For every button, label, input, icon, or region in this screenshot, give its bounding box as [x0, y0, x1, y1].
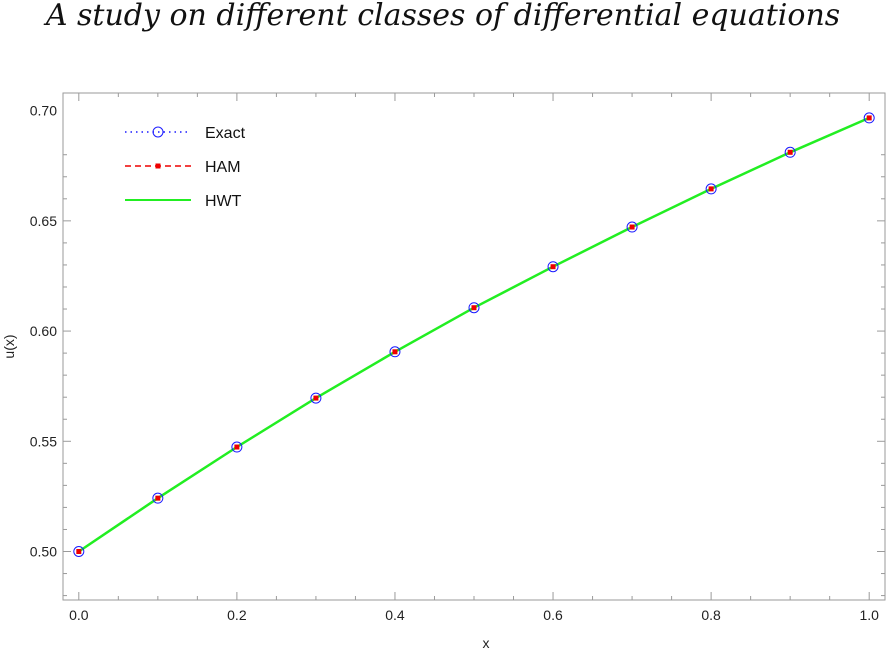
exact-point	[310, 392, 322, 404]
ham-point	[392, 349, 398, 355]
exact-point	[626, 221, 638, 233]
exact-point	[547, 261, 559, 273]
series-layer	[73, 112, 875, 558]
y-tick-label: 0.55	[30, 433, 57, 449]
exact-point	[784, 146, 796, 158]
x-axis-label: x	[483, 635, 490, 651]
legend-ham-marker	[155, 163, 161, 169]
exact-point	[389, 346, 401, 358]
x-axis-tick-labels: 0.0 0.2 0.4 0.6 0.8 1.0	[69, 607, 879, 623]
series-exact-line	[78, 117, 870, 553]
y-axis-tick-labels: 0.50 0.55 0.60 0.65 0.70	[30, 103, 57, 560]
exact-point	[468, 302, 480, 314]
x-tick-label: 0.2	[227, 607, 247, 623]
exact-point	[705, 183, 717, 195]
y-tick-label: 0.70	[30, 103, 57, 119]
ham-point	[550, 264, 556, 270]
legend-label-ham: HAM	[205, 159, 241, 176]
x-tick-label: 0.0	[69, 607, 89, 623]
legend-exact-marker	[152, 126, 164, 138]
ham-point	[787, 149, 793, 155]
y-tick-label: 0.60	[30, 323, 57, 339]
ham-point	[313, 395, 319, 401]
legend: Exact HAM HWT	[125, 125, 246, 210]
exact-point	[863, 112, 875, 124]
y-axis-ticks	[63, 154, 885, 597]
ham-point	[471, 305, 477, 311]
ham-point	[234, 444, 240, 450]
legend-label-hwt: HWT	[205, 193, 242, 210]
x-tick-label: 0.4	[385, 607, 405, 623]
exact-point	[152, 492, 164, 504]
page-title: A study on different classes of differen…	[45, 0, 841, 33]
x-tick-label: 1.0	[859, 607, 879, 623]
x-tick-label: 0.6	[543, 607, 563, 623]
plot-frame	[62, 92, 886, 601]
series-ham-line	[78, 117, 870, 553]
exact-point	[73, 546, 85, 558]
ham-point	[155, 495, 161, 501]
ham-point	[708, 186, 714, 192]
y-axis-label: u(x)	[1, 334, 17, 358]
y-tick-label: 0.50	[30, 544, 57, 560]
ham-point	[629, 224, 635, 230]
series-hwt-line	[78, 116, 870, 553]
legend-label-exact: Exact	[205, 125, 246, 142]
y-tick-label: 0.65	[30, 213, 57, 229]
exact-point	[231, 441, 243, 453]
x-axis-ticks	[78, 93, 870, 600]
ham-point	[866, 115, 872, 121]
x-tick-label: 0.8	[701, 607, 721, 623]
ham-point	[76, 549, 82, 555]
